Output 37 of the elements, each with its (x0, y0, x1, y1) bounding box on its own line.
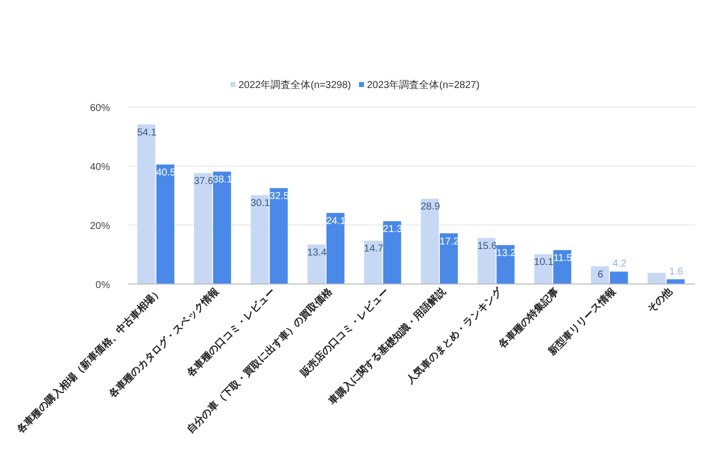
y-tick-label: 0% (96, 280, 110, 291)
bar (478, 238, 496, 284)
legend-label: 2022年調査全体(n=3298) (238, 79, 351, 91)
bar (364, 240, 382, 284)
data-label: 28.9 (420, 202, 441, 213)
data-label: 6 (598, 269, 604, 280)
data-label: 54.1 (137, 127, 158, 138)
bar (250, 195, 269, 284)
bar (648, 272, 666, 284)
data-label: 37.6 (194, 176, 214, 188)
bar (326, 212, 344, 284)
bar (420, 198, 439, 284)
bar (440, 233, 458, 284)
bar (137, 124, 156, 284)
x-tick-label: その他 (645, 284, 676, 316)
data-label: 11.5 (553, 253, 573, 264)
data-label: 4.2 (612, 258, 627, 270)
bar (213, 172, 232, 284)
bar (610, 272, 628, 284)
legend-label: 2023年調査全体(n=2827) (367, 79, 480, 91)
data-label: 30.1 (250, 198, 270, 210)
data-label: 32.5 (270, 191, 290, 202)
data-label: 17.2 (440, 236, 460, 248)
bar (553, 250, 572, 284)
data-label: 24.1 (326, 216, 346, 227)
data-label: 1.6 (669, 266, 684, 278)
y-tick-label: 20% (90, 221, 110, 232)
y-tick-label: 40% (90, 162, 110, 173)
data-label: 15.6 (477, 240, 498, 252)
data-label: 13.4 (307, 247, 328, 258)
y-tick-label: 60% (90, 103, 110, 114)
bar (194, 173, 212, 284)
data-label: 14.7 (364, 244, 384, 255)
bar (156, 164, 174, 284)
bar (307, 244, 326, 284)
data-label: 10.1 (534, 257, 554, 268)
bar (270, 188, 288, 284)
